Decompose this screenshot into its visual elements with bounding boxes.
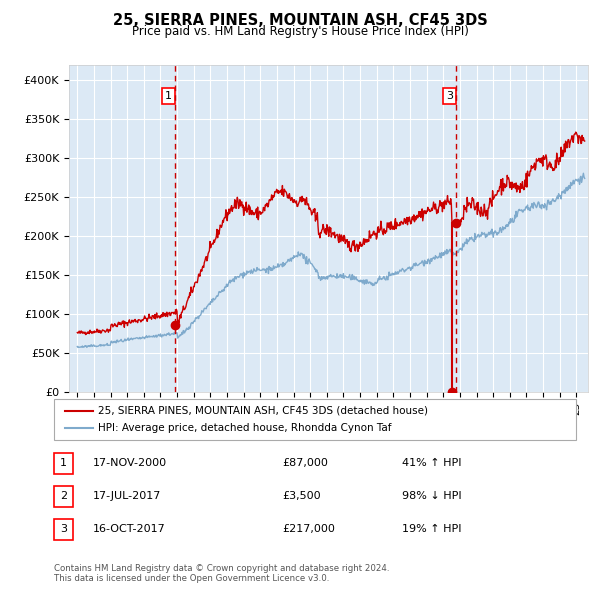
- Text: £3,500: £3,500: [282, 491, 320, 501]
- Text: 25, SIERRA PINES, MOUNTAIN ASH, CF45 3DS: 25, SIERRA PINES, MOUNTAIN ASH, CF45 3DS: [113, 13, 487, 28]
- Text: 3: 3: [446, 91, 453, 101]
- Text: 1: 1: [60, 458, 67, 468]
- Text: £217,000: £217,000: [282, 525, 335, 534]
- Text: 17-JUL-2017: 17-JUL-2017: [93, 491, 161, 501]
- Text: 1: 1: [165, 91, 172, 101]
- Text: 41% ↑ HPI: 41% ↑ HPI: [402, 458, 461, 468]
- Text: 16-OCT-2017: 16-OCT-2017: [93, 525, 166, 534]
- Text: 17-NOV-2000: 17-NOV-2000: [93, 458, 167, 468]
- Text: Contains HM Land Registry data © Crown copyright and database right 2024.
This d: Contains HM Land Registry data © Crown c…: [54, 563, 389, 583]
- Text: 98% ↓ HPI: 98% ↓ HPI: [402, 491, 461, 501]
- Text: Price paid vs. HM Land Registry's House Price Index (HPI): Price paid vs. HM Land Registry's House …: [131, 25, 469, 38]
- Text: 3: 3: [60, 525, 67, 534]
- Text: 25, SIERRA PINES, MOUNTAIN ASH, CF45 3DS (detached house): 25, SIERRA PINES, MOUNTAIN ASH, CF45 3DS…: [98, 406, 428, 416]
- Text: 2: 2: [60, 491, 67, 501]
- Text: £87,000: £87,000: [282, 458, 328, 468]
- Text: 19% ↑ HPI: 19% ↑ HPI: [402, 525, 461, 534]
- Text: HPI: Average price, detached house, Rhondda Cynon Taf: HPI: Average price, detached house, Rhon…: [98, 423, 391, 433]
